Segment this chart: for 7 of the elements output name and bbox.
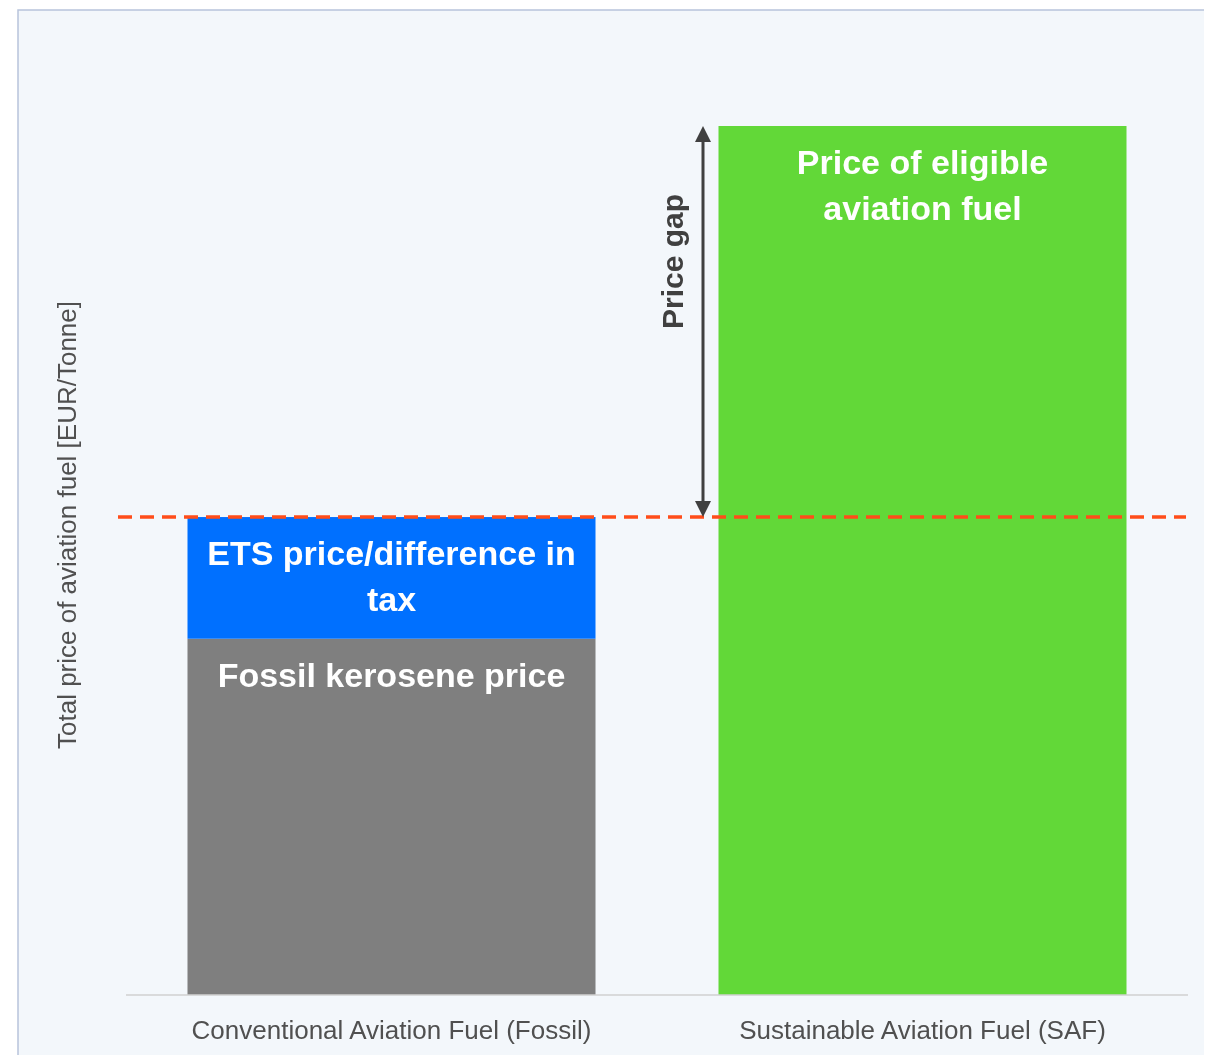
series-label: ETS price/difference in tax bbox=[207, 534, 576, 619]
y-axis-title: Total price of aviation fuel [EUR/Tonne] bbox=[52, 300, 82, 750]
x-tick-label: Sustainable Aviation Fuel (SAF) bbox=[739, 1015, 1106, 1045]
series-label: Fossil kerosene price bbox=[217, 655, 566, 694]
annotation: Price gap bbox=[656, 193, 689, 330]
series-label: Price of eligible aviation fuel bbox=[796, 143, 1049, 227]
x-tick-label: Conventional Aviation Fuel (Fossil) bbox=[191, 1015, 592, 1045]
